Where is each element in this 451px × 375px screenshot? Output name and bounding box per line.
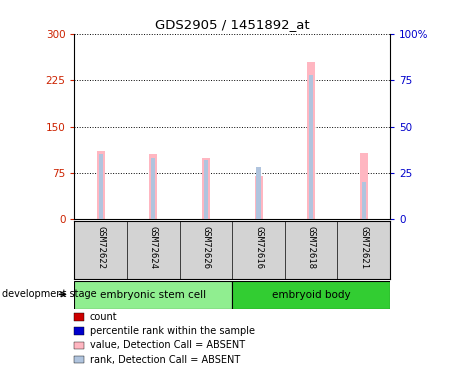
Text: GSM72616: GSM72616 — [254, 226, 263, 269]
Text: embryonic stem cell: embryonic stem cell — [100, 290, 207, 300]
Bar — [202, 158, 210, 219]
Bar — [97, 152, 105, 219]
Bar — [232, 281, 390, 309]
Bar — [257, 167, 261, 219]
Text: GSM72618: GSM72618 — [307, 226, 316, 269]
Bar — [362, 182, 366, 219]
Bar — [99, 154, 103, 219]
Bar — [151, 158, 156, 219]
Bar — [309, 75, 313, 219]
Text: GSM72621: GSM72621 — [359, 226, 368, 269]
Text: value, Detection Call = ABSENT: value, Detection Call = ABSENT — [90, 340, 245, 350]
Text: count: count — [90, 312, 117, 322]
Bar — [74, 281, 232, 309]
Text: rank, Detection Call = ABSENT: rank, Detection Call = ABSENT — [90, 355, 240, 364]
Bar — [255, 176, 262, 219]
Bar — [149, 154, 157, 219]
Text: GSM72622: GSM72622 — [96, 226, 105, 269]
Text: GSM72624: GSM72624 — [149, 226, 158, 269]
Text: embryoid body: embryoid body — [272, 290, 350, 300]
Text: GSM72626: GSM72626 — [202, 226, 211, 269]
Title: GDS2905 / 1451892_at: GDS2905 / 1451892_at — [155, 18, 309, 31]
Text: development stage: development stage — [2, 290, 97, 299]
Text: percentile rank within the sample: percentile rank within the sample — [90, 326, 255, 336]
Bar — [360, 153, 368, 219]
Bar — [307, 62, 315, 219]
Bar — [204, 160, 208, 219]
